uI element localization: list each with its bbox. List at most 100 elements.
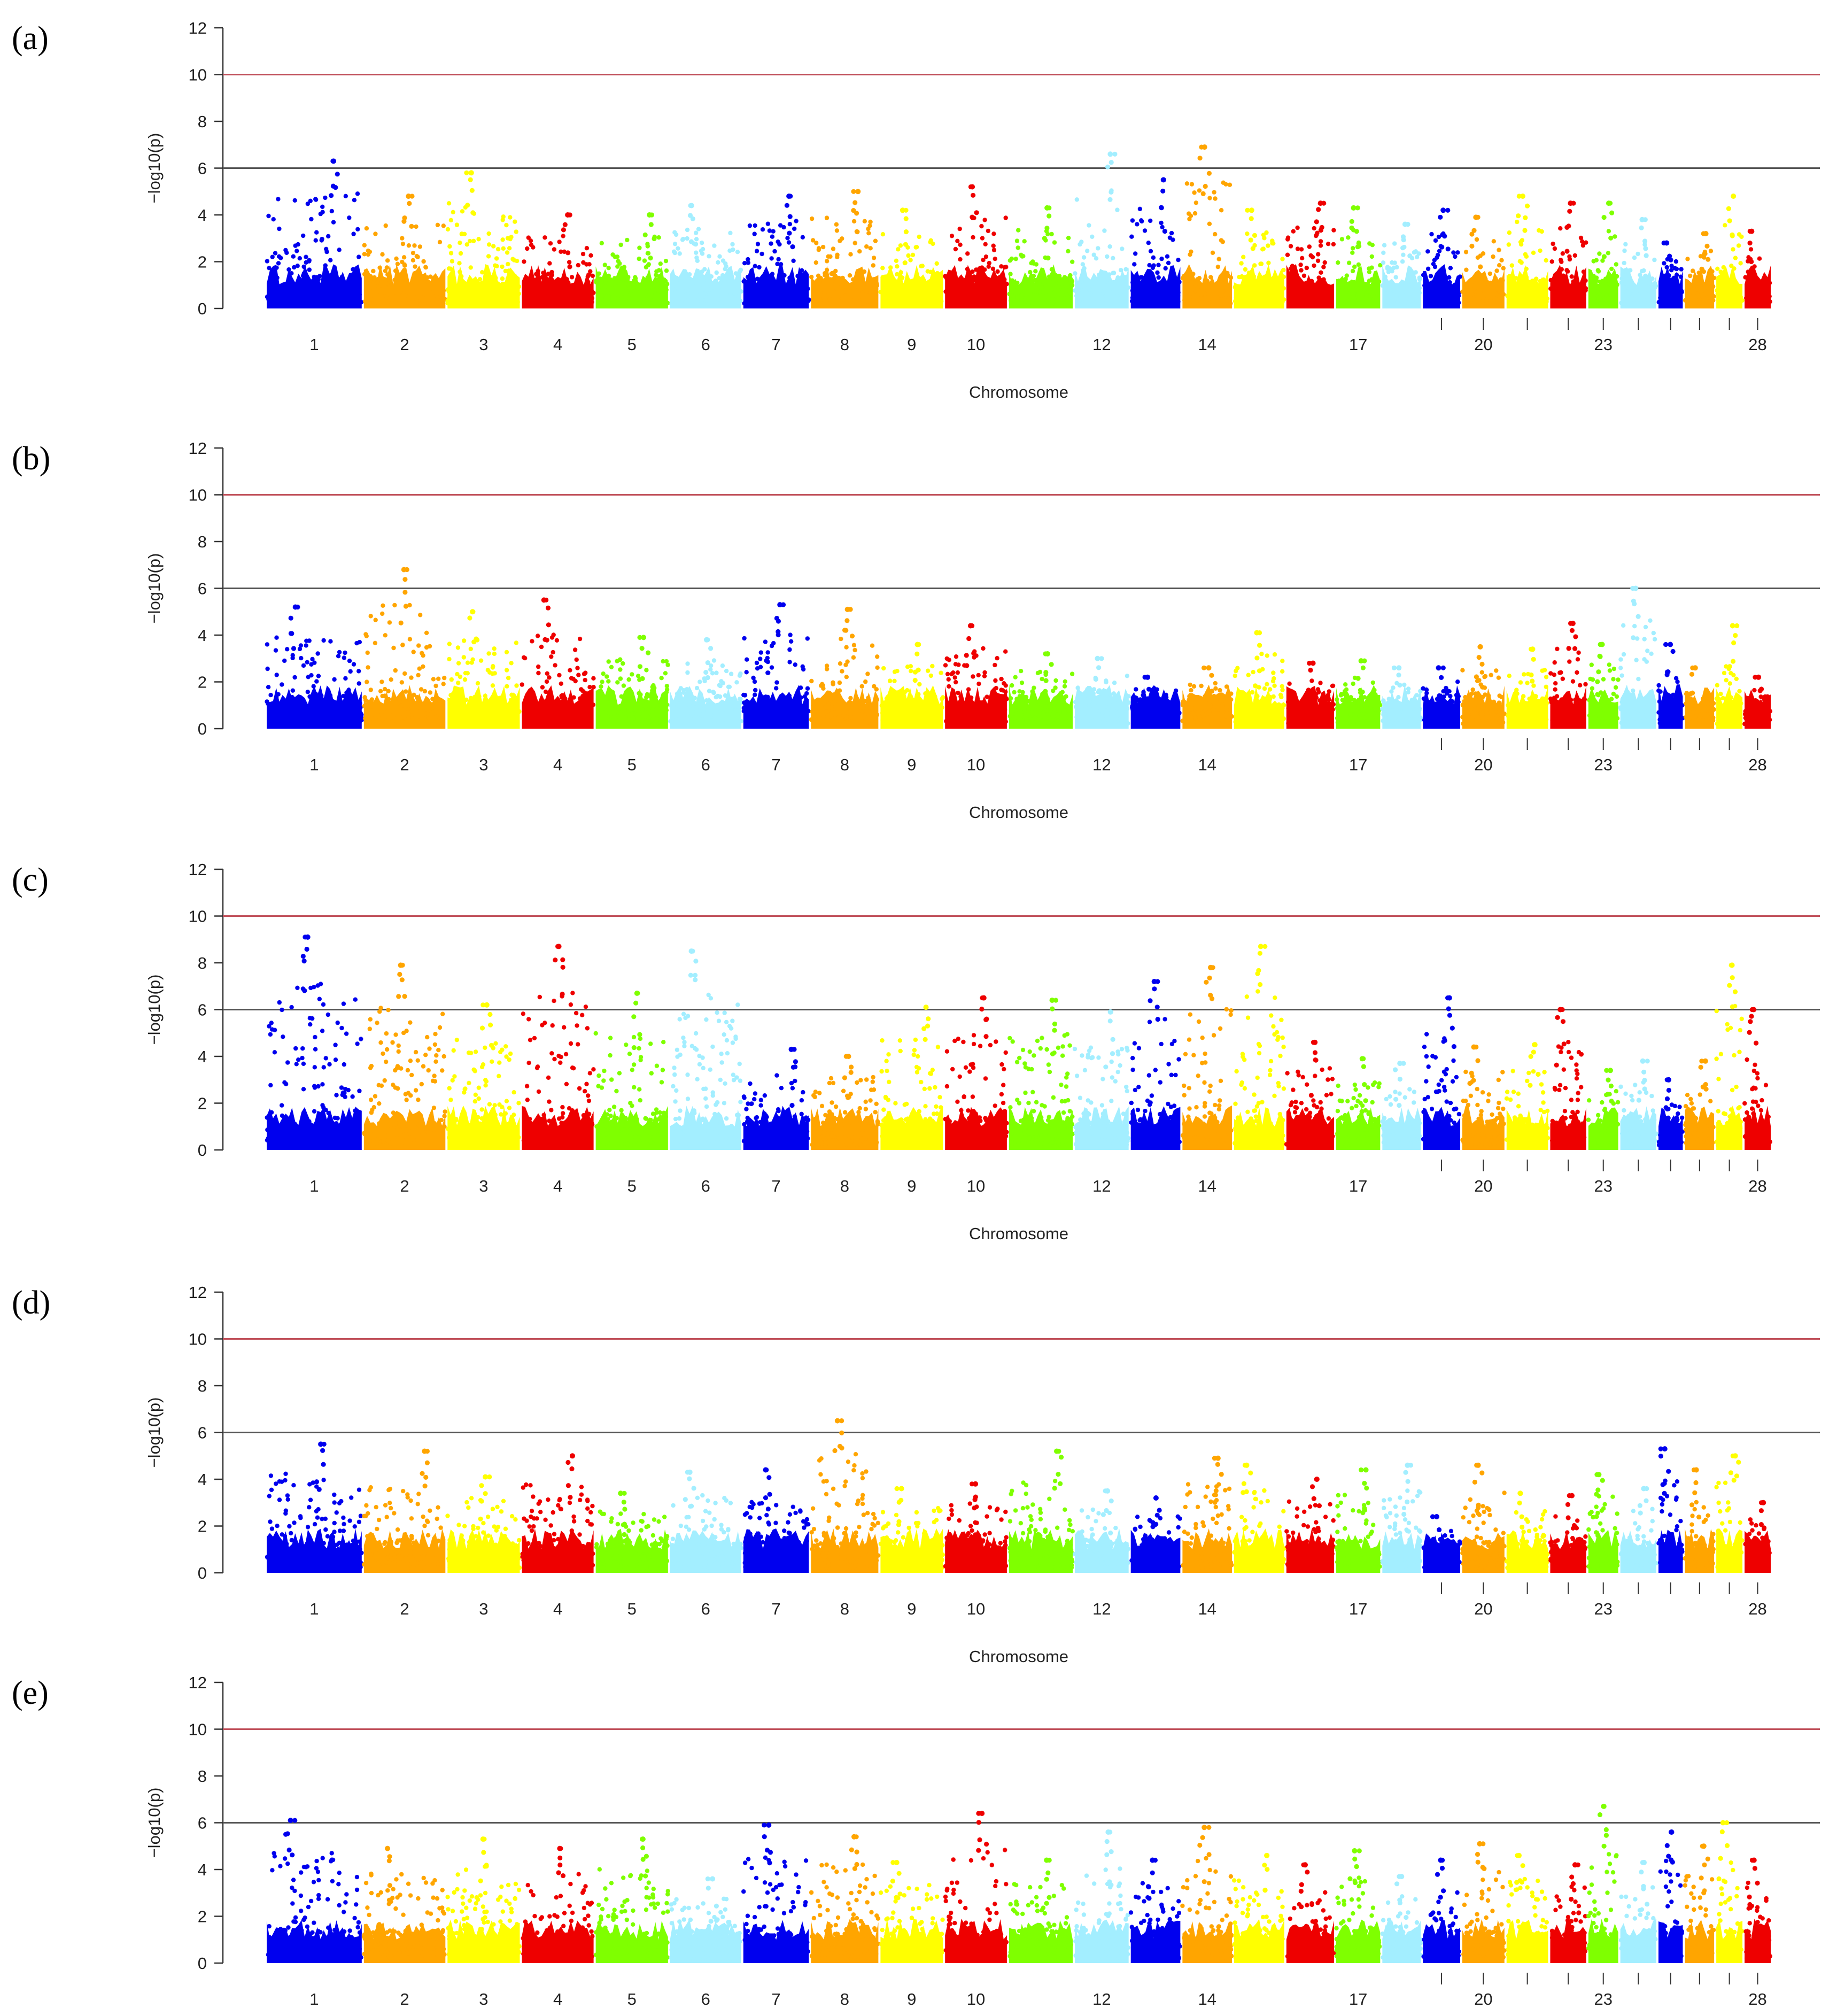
snp-point bbox=[525, 246, 530, 251]
snp-point bbox=[1484, 298, 1489, 303]
snp-point bbox=[373, 715, 378, 721]
snp-point bbox=[894, 694, 899, 699]
snp-point bbox=[1307, 283, 1312, 288]
snp-point bbox=[411, 650, 416, 654]
snp-point bbox=[938, 714, 943, 719]
snp-point bbox=[1220, 282, 1225, 287]
snp-point bbox=[270, 254, 275, 259]
snp-point bbox=[1002, 703, 1006, 708]
snp-point bbox=[498, 286, 502, 291]
snp-point bbox=[545, 671, 549, 676]
snp-point bbox=[768, 714, 773, 719]
peak-snp-point bbox=[1249, 207, 1254, 213]
peak-snp-point bbox=[855, 189, 861, 195]
snp-point bbox=[304, 254, 308, 259]
snp-point bbox=[449, 259, 455, 264]
snp-point bbox=[996, 694, 1001, 699]
snp-point bbox=[1258, 699, 1263, 704]
snp-point bbox=[373, 640, 377, 646]
snp-point bbox=[362, 299, 368, 304]
snp-point bbox=[395, 261, 400, 266]
snp-point bbox=[720, 663, 725, 668]
snp-point bbox=[1001, 708, 1006, 713]
snp-point bbox=[371, 720, 376, 725]
snp-point bbox=[1359, 704, 1365, 709]
snp-point bbox=[1447, 275, 1452, 280]
peak-snp-point bbox=[688, 203, 694, 208]
snp-point bbox=[371, 268, 376, 274]
snp-point bbox=[1330, 683, 1335, 689]
snp-point bbox=[451, 294, 455, 299]
snp-point bbox=[1454, 719, 1459, 724]
snp-point bbox=[274, 635, 279, 640]
snp-point bbox=[1529, 672, 1534, 678]
snp-point bbox=[492, 720, 497, 725]
snp-point bbox=[1350, 268, 1355, 274]
snp-point bbox=[1191, 292, 1196, 297]
snp-point bbox=[489, 698, 494, 702]
snp-point bbox=[676, 697, 681, 702]
snp-point bbox=[864, 244, 869, 249]
snp-point bbox=[499, 720, 503, 724]
snp-point bbox=[1622, 248, 1627, 253]
snp-point bbox=[1614, 274, 1619, 279]
snp-point bbox=[1301, 273, 1307, 278]
snp-point bbox=[793, 662, 798, 667]
snp-point bbox=[454, 222, 460, 227]
snp-point bbox=[1246, 293, 1251, 298]
snp-point bbox=[874, 697, 880, 702]
snp-point bbox=[308, 694, 313, 699]
snp-point bbox=[1450, 699, 1455, 704]
snp-point bbox=[754, 660, 759, 666]
snp-point bbox=[325, 296, 330, 301]
snp-point bbox=[1473, 691, 1478, 696]
snp-point bbox=[358, 705, 363, 710]
snp-point bbox=[538, 283, 542, 288]
snp-point bbox=[1564, 249, 1570, 254]
snp-point bbox=[1261, 246, 1266, 251]
snp-point bbox=[1593, 285, 1598, 290]
snp-point bbox=[851, 643, 857, 647]
snp-point bbox=[892, 669, 897, 674]
snp-point bbox=[1509, 263, 1514, 268]
snp-point bbox=[1079, 296, 1084, 301]
snp-point bbox=[372, 284, 377, 289]
snp-point bbox=[1042, 297, 1048, 302]
snp-point bbox=[711, 690, 716, 696]
snp-point bbox=[1406, 690, 1410, 695]
snp-point bbox=[1430, 289, 1435, 295]
peak-snp-point bbox=[1310, 660, 1316, 666]
y-tick-label: 10 bbox=[189, 486, 207, 505]
snp-point bbox=[758, 656, 763, 661]
snp-point bbox=[1393, 701, 1398, 706]
snp-point bbox=[1243, 267, 1248, 272]
snp-point bbox=[1266, 301, 1270, 306]
snp-point bbox=[394, 256, 399, 261]
snp-point bbox=[851, 277, 856, 282]
snp-point bbox=[1213, 231, 1218, 237]
snp-point bbox=[1148, 249, 1153, 253]
snp-point bbox=[1544, 684, 1548, 690]
snp-point bbox=[625, 237, 630, 243]
snp-point bbox=[737, 719, 742, 724]
snp-point bbox=[995, 656, 999, 661]
snp-point bbox=[791, 258, 796, 263]
snp-point bbox=[1641, 294, 1646, 299]
snp-point bbox=[1678, 274, 1683, 279]
snp-point bbox=[838, 238, 842, 243]
snp-point bbox=[343, 650, 347, 655]
snp-point bbox=[945, 283, 950, 288]
snp-point bbox=[881, 666, 886, 671]
snp-point bbox=[585, 280, 591, 285]
snp-point bbox=[1497, 709, 1501, 714]
snp-point bbox=[1760, 300, 1765, 305]
snp-point bbox=[1523, 284, 1528, 289]
snp-point bbox=[825, 259, 830, 264]
snp-point bbox=[471, 639, 477, 645]
snp-point bbox=[1114, 295, 1119, 300]
snp-point bbox=[1080, 262, 1086, 267]
snp-point bbox=[540, 299, 545, 304]
snp-point bbox=[599, 292, 603, 297]
snp-point bbox=[880, 266, 885, 271]
snp-point bbox=[344, 698, 349, 702]
